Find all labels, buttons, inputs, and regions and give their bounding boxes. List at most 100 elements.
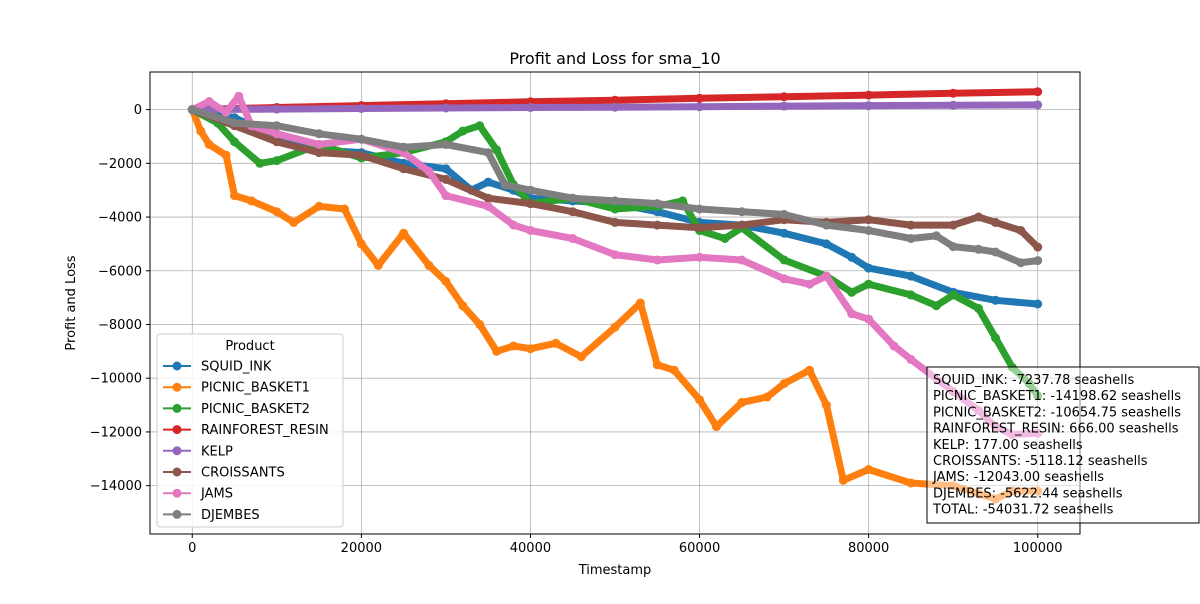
data-point	[695, 93, 704, 103]
summary-line: CROISSANTS: -5118.12 seashells	[933, 454, 1148, 469]
data-point	[906, 220, 916, 230]
data-point	[272, 207, 282, 217]
data-point	[196, 126, 206, 136]
legend-label: PICNIC_BASKET1	[201, 381, 310, 396]
y-axis-label: Profit and Loss	[64, 255, 79, 350]
data-point	[695, 223, 704, 233]
data-point	[356, 239, 366, 249]
data-point	[272, 156, 282, 166]
data-point	[974, 303, 983, 313]
data-point	[991, 217, 1000, 227]
x-axis-label: Timestamp	[578, 563, 652, 578]
series-layer	[187, 87, 1043, 504]
data-point	[526, 103, 535, 112]
data-point	[289, 217, 299, 227]
x-tick-label: 100000	[1013, 541, 1063, 556]
legend-label: SQUID_INK	[201, 360, 272, 375]
legend-item: RAINFOREST_RESIN	[163, 423, 329, 438]
data-point	[483, 177, 493, 187]
data-point	[974, 212, 983, 222]
data-point	[356, 134, 366, 144]
data-point	[568, 234, 578, 243]
data-point	[526, 199, 535, 209]
data-point	[635, 298, 645, 308]
data-point	[821, 271, 831, 281]
data-point	[847, 287, 857, 297]
plot-frame	[149, 71, 1081, 535]
data-point	[1033, 256, 1043, 266]
data-point	[889, 341, 899, 351]
legend-item: PICNIC_BASKET2	[163, 402, 310, 417]
data-point	[424, 166, 434, 176]
data-point	[399, 164, 409, 174]
data-point	[737, 207, 747, 217]
data-point	[864, 226, 874, 235]
data-point	[230, 191, 239, 201]
summary-frame	[926, 366, 1200, 524]
legend-swatch-marker	[172, 382, 182, 392]
data-point	[610, 204, 620, 214]
data-point	[610, 217, 620, 227]
data-point	[610, 102, 620, 112]
data-point	[458, 126, 468, 136]
y-tick-label: −2000	[98, 157, 142, 172]
legend-swatch-marker	[172, 425, 182, 435]
data-point	[864, 263, 874, 273]
data-point	[695, 395, 704, 405]
data-point	[610, 196, 620, 206]
data-point	[610, 250, 620, 260]
data-point	[652, 220, 662, 230]
y-tick-label: −6000	[98, 264, 142, 279]
data-point	[255, 158, 265, 168]
legend-label: JAMS	[200, 487, 233, 502]
legend-item: KELP	[163, 444, 233, 459]
data-point	[906, 478, 916, 488]
data-point	[991, 247, 1000, 257]
data-point	[864, 465, 874, 474]
data-point	[821, 239, 831, 249]
legend-swatch-marker	[172, 488, 182, 498]
summary-line: JAMS: -12043.00 seashells	[932, 470, 1104, 485]
data-point	[1033, 100, 1043, 110]
legend-item: CROISSANTS	[163, 466, 285, 481]
data-point	[314, 148, 324, 158]
data-point	[551, 338, 561, 348]
data-point	[576, 352, 586, 362]
chart-title: Profit and Loss for sma_10	[509, 49, 720, 69]
summary-line: RAINFOREST_RESIN: 666.00 seashells	[933, 422, 1179, 437]
data-point	[441, 103, 451, 113]
legend-swatch-marker	[172, 467, 182, 477]
data-point	[864, 215, 874, 225]
data-point	[847, 252, 857, 262]
data-point	[779, 92, 789, 102]
data-point	[948, 88, 958, 98]
data-point	[500, 180, 510, 190]
data-point	[779, 228, 789, 238]
data-point	[492, 145, 502, 155]
data-point	[272, 129, 282, 139]
data-point	[314, 201, 324, 211]
data-point	[847, 309, 857, 319]
data-point	[1016, 258, 1026, 268]
data-point	[737, 397, 747, 407]
data-point	[779, 274, 789, 284]
data-point	[204, 140, 214, 149]
data-point	[931, 301, 941, 311]
summary-line: DJEMBES: -5622.44 seashells	[933, 486, 1123, 501]
legend-swatch-marker	[172, 446, 182, 456]
data-point	[821, 220, 831, 230]
data-point	[669, 365, 679, 375]
data-point	[441, 140, 451, 149]
legend-item: JAMS	[163, 487, 233, 502]
data-point	[864, 101, 874, 111]
legend-swatch-marker	[172, 403, 182, 413]
data-point	[221, 107, 231, 117]
data-point	[864, 279, 874, 289]
data-point	[737, 255, 747, 265]
data-point	[187, 105, 197, 115]
data-point	[991, 333, 1000, 343]
legend-label: DJEMBES	[201, 508, 260, 523]
legend-label: PICNIC_BASKET2	[201, 402, 310, 417]
data-point	[712, 422, 721, 432]
